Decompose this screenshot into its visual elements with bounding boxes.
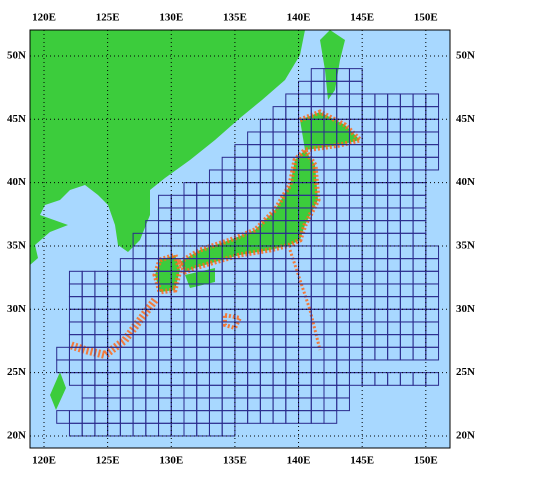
lat-label-right: 40N — [456, 176, 475, 188]
shikoku — [185, 268, 215, 288]
taiwan — [50, 372, 66, 410]
lon-label-top: 135E — [223, 12, 247, 24]
cell — [425, 93, 440, 108]
lat-label-right: 45N — [456, 113, 475, 125]
obs-honshu — [176, 146, 321, 276]
grid-cells — [56, 68, 440, 437]
lon-label-bottom: 130E — [159, 455, 183, 467]
lat-label-left: 35N — [7, 239, 26, 251]
lon-label-bottom: 140E — [287, 455, 311, 467]
hokkaido — [300, 112, 360, 150]
lat-label-left: 45N — [7, 113, 26, 125]
lon-label-bottom: 135E — [223, 455, 247, 467]
sakhalin — [320, 30, 345, 100]
lon-label-top: 120E — [32, 12, 56, 24]
lat-label-left: 30N — [7, 303, 26, 315]
lon-label-top: 130E — [159, 12, 183, 24]
obs-kyushu — [152, 251, 183, 295]
lat-label-right: 50N — [456, 49, 475, 61]
lat-label-right: 20N — [456, 429, 475, 441]
land — [30, 30, 360, 410]
frame — [29, 29, 451, 449]
lat-label-left: 25N — [7, 366, 26, 378]
lon-label-bottom: 125E — [96, 455, 120, 467]
lat-label-left: 50N — [7, 49, 26, 61]
lat-label-left: 20N — [7, 429, 26, 441]
lon-label-bottom: 120E — [32, 455, 56, 467]
cell — [425, 245, 440, 260]
lon-label-bottom: 150E — [414, 455, 438, 467]
obs-ryukyu — [68, 297, 159, 360]
kyushu — [155, 255, 180, 292]
obs-hokkaido — [299, 109, 365, 153]
honshu — [180, 150, 318, 272]
lon-label-top: 140E — [287, 12, 311, 24]
lat-label-right: 30N — [456, 303, 475, 315]
lon-label-top: 125E — [96, 12, 120, 24]
lon-label-top: 150E — [414, 12, 438, 24]
axes: 120E 120E 125E 125E 130E 130E 135E 135E 140E 140E… — [7, 12, 475, 467]
lat-label-right: 25N — [456, 366, 475, 378]
lat-label-left: 40N — [7, 176, 26, 188]
lon-label-bottom: 145E — [350, 455, 374, 467]
lat-label-right: 35N — [456, 239, 475, 251]
mainland — [30, 30, 305, 265]
lon-label-top: 145E — [350, 12, 374, 24]
